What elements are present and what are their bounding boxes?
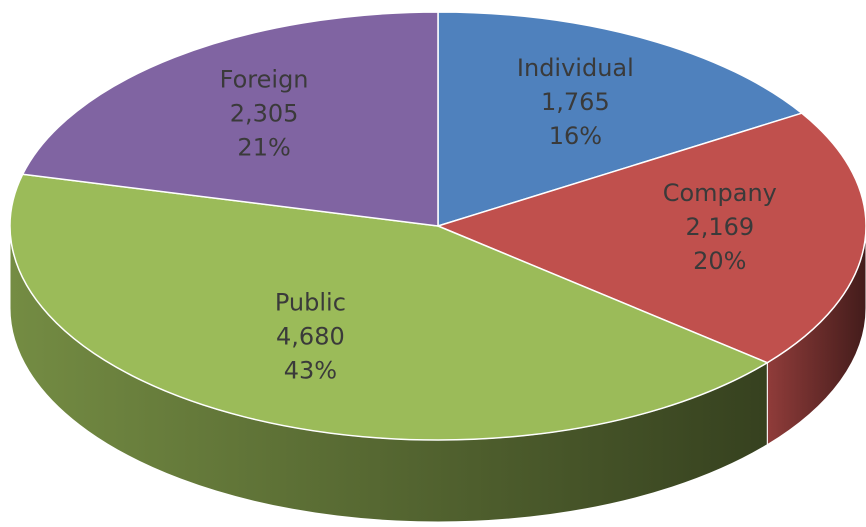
value-label: 2,169: [685, 213, 754, 241]
slice-label: Individual 1,765 16%: [517, 54, 634, 150]
slice: [9, 173, 769, 441]
percent-label: 43%: [284, 356, 337, 384]
slice: [435, 112, 866, 364]
category-label: Individual: [517, 54, 634, 82]
category-label: Foreign: [220, 65, 309, 93]
percent-label: 16%: [549, 122, 602, 150]
category-label: Public: [275, 288, 346, 316]
value-label: 1,765: [541, 88, 610, 116]
percent-label: 20%: [693, 247, 746, 275]
slice-label: Foreign 2,305 21%: [220, 65, 309, 161]
value-label: 4,680: [276, 322, 345, 350]
slice: [437, 11, 804, 228]
value-label: 2,305: [230, 99, 299, 127]
slice: [21, 11, 439, 227]
category-label: Company: [663, 179, 777, 207]
percent-label: 21%: [237, 133, 290, 161]
slice-label: Company 2,169 20%: [663, 179, 777, 275]
slice-label: Public 4,680 43%: [275, 288, 346, 384]
